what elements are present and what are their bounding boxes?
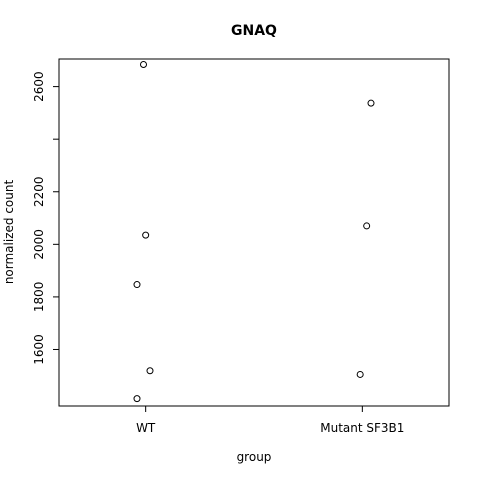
y-tick-label: 2600 (32, 71, 46, 102)
data-points (133, 61, 375, 403)
data-point (142, 231, 150, 239)
data-point (367, 99, 375, 107)
y-tick-label: 2200 (32, 176, 46, 207)
chart-title: GNAQ (231, 23, 277, 39)
x-tick-label: Mutant SF3B1 (320, 421, 404, 435)
x-tick-label: WT (136, 421, 156, 435)
x-axis-label: group (237, 450, 272, 464)
data-point (146, 367, 154, 375)
data-point (140, 61, 147, 69)
data-point (133, 395, 141, 403)
x-axis: WT Mutant SF3B1 (136, 406, 404, 435)
data-point (356, 370, 364, 378)
data-point (133, 281, 141, 289)
y-axis: 1600 1800 2000 2200 2600 (32, 71, 59, 365)
y-tick-label: 1800 (32, 282, 46, 313)
plot-frame (58, 58, 450, 407)
data-point (363, 222, 371, 230)
y-axis-label: normalized count (2, 180, 16, 285)
y-tick-label: 1600 (32, 334, 46, 365)
y-tick-label: 2000 (32, 229, 46, 260)
